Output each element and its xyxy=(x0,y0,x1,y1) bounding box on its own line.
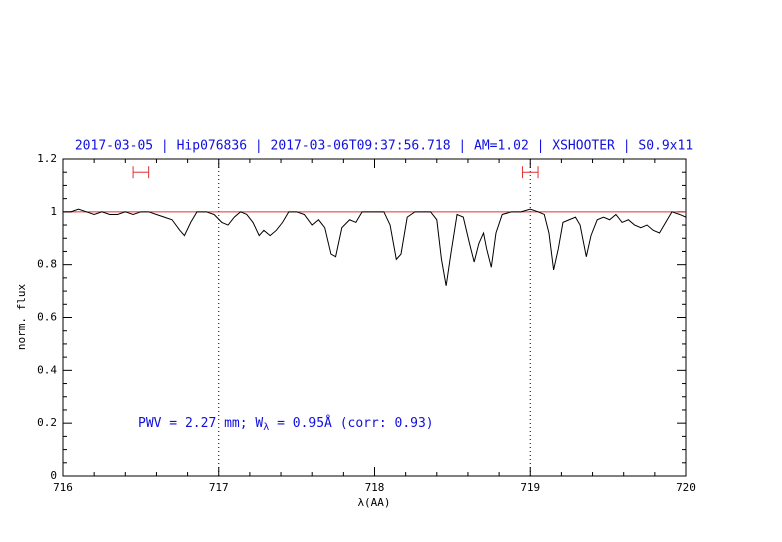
chart-title: 2017-03-05 | Hip076836 | 2017-03-06T09:3… xyxy=(75,139,693,154)
x-tick-label: 716 xyxy=(53,481,73,494)
y-tick-label: 0 xyxy=(50,469,57,482)
range-marker xyxy=(132,166,150,179)
annotation-subscript: λ xyxy=(263,422,269,433)
x-axis-label: λ(AA) xyxy=(357,496,390,509)
y-axis-label: norm. flux xyxy=(15,284,28,351)
y-tick-label: 0.6 xyxy=(37,311,57,324)
y-tick-label: 1.2 xyxy=(37,152,57,165)
annotation-part: PWV = 2.27 mm; W xyxy=(138,416,263,431)
y-tick-label: 0.8 xyxy=(37,258,57,271)
x-tick-label: 719 xyxy=(520,481,540,494)
y-tick-label: 1 xyxy=(50,205,57,218)
spectrum-line xyxy=(63,208,687,286)
annotation: PWV = 2.27 mm; Wλ = 0.95Å (corr: 0.93) xyxy=(138,415,434,434)
range-marker xyxy=(521,166,539,179)
y-tick-label: 0.4 xyxy=(37,363,57,376)
x-tick-label: 718 xyxy=(365,481,385,494)
x-tick-label: 717 xyxy=(209,481,229,494)
y-tick-label: 0.2 xyxy=(37,416,57,429)
annotation-part: = 0.95Å (corr: 0.93) xyxy=(269,415,433,431)
x-tick-label: 720 xyxy=(676,481,696,494)
